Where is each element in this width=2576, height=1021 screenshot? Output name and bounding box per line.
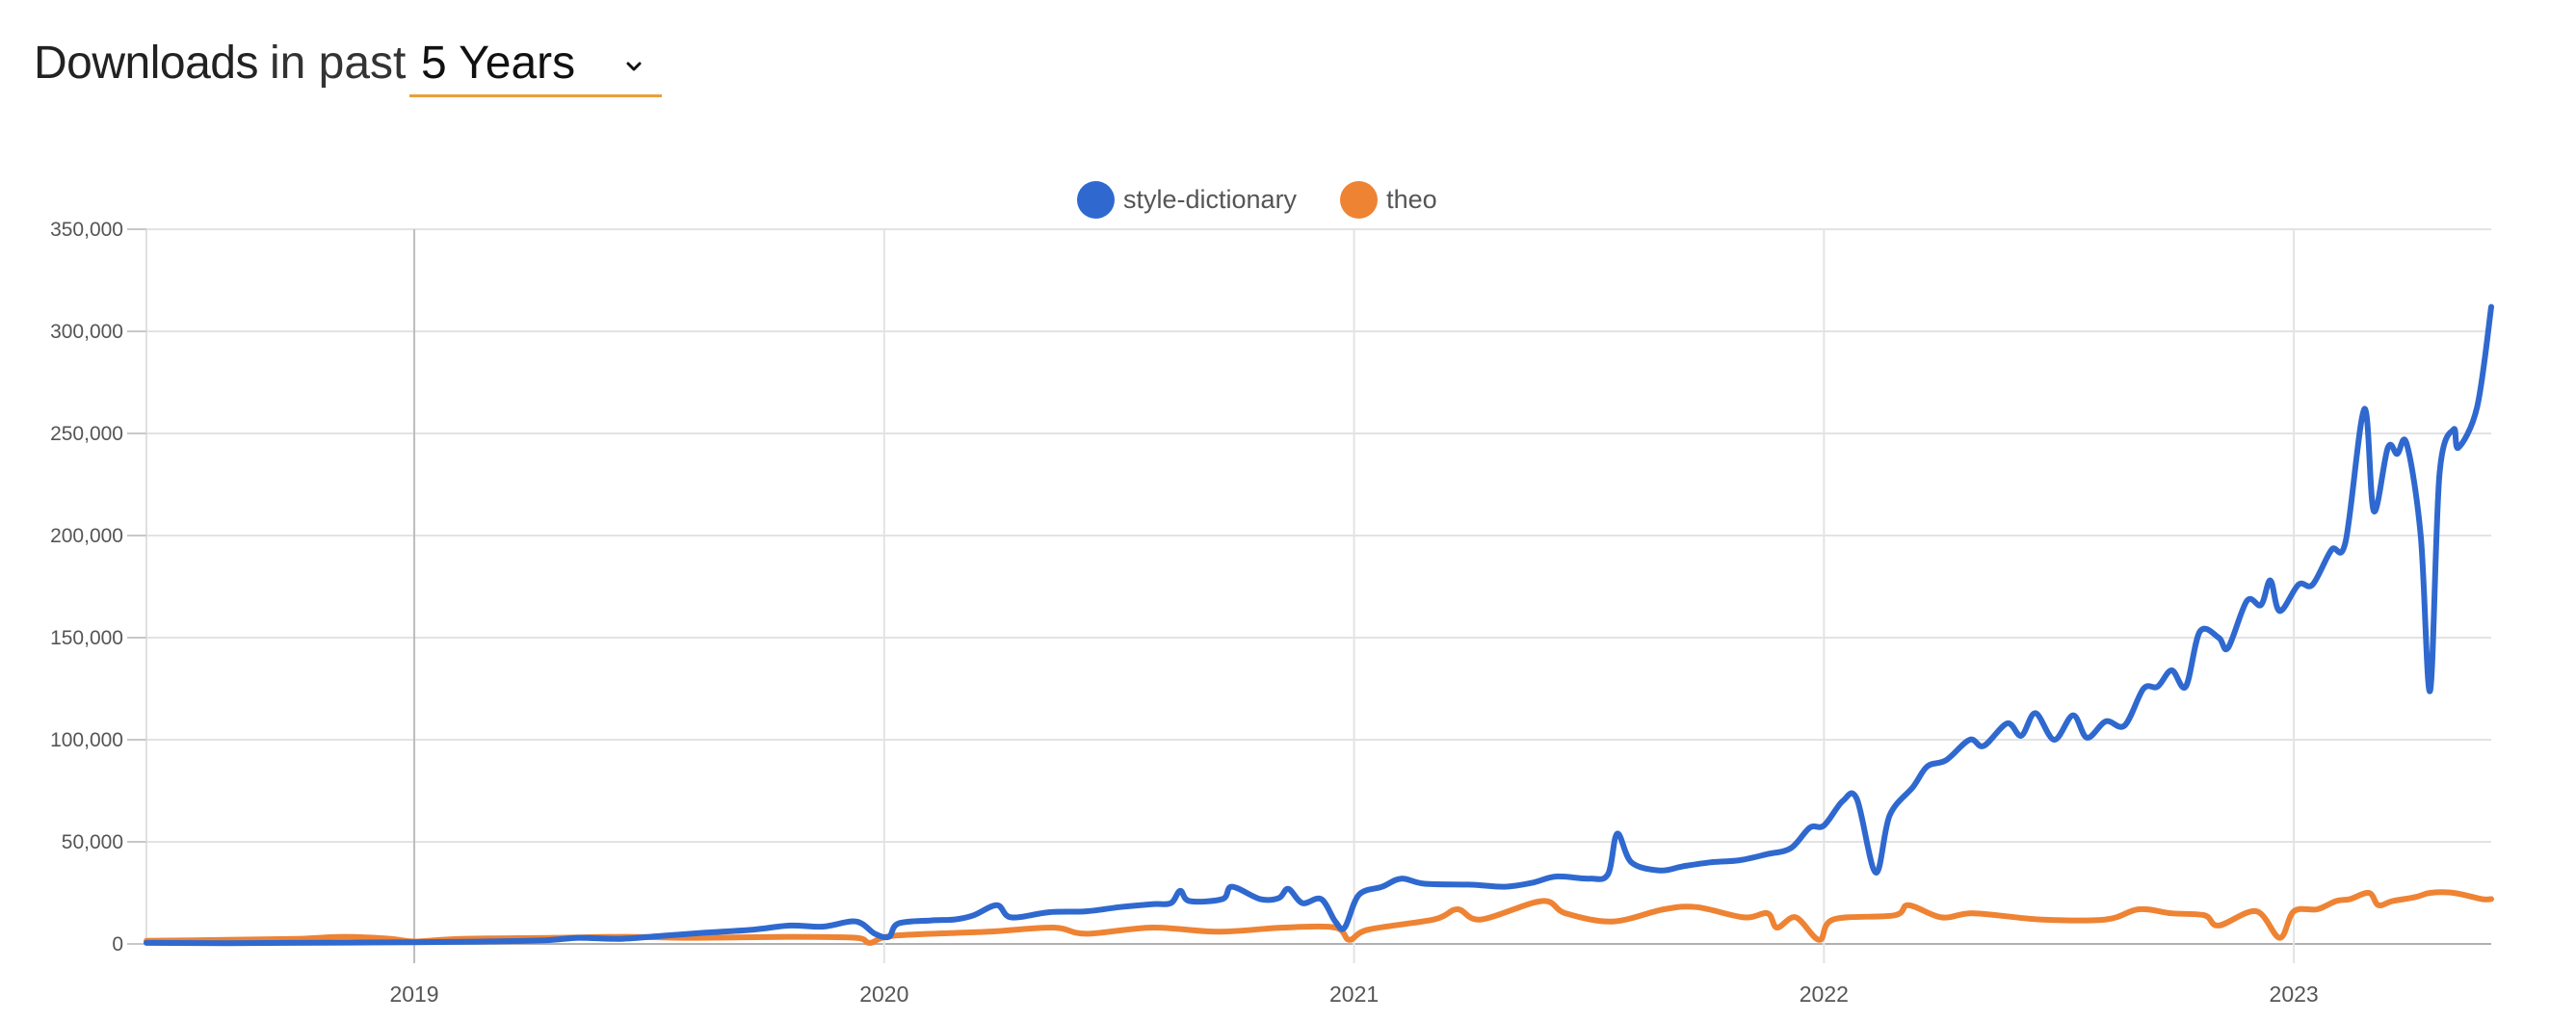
chevron-down-icon — [626, 62, 642, 71]
y-tick-label: 250,000 — [50, 423, 123, 445]
y-tick-label: 300,000 — [50, 321, 123, 343]
period-select-value: 5 Years — [421, 38, 576, 89]
x-tick-label: 2023 — [2270, 982, 2319, 1007]
x-axis: 2019 2020 2021 2022 2023 — [389, 982, 2318, 1007]
chart-legend: style-dictionary theo — [1077, 180, 1481, 219]
legend-label: style-dictionary — [1123, 184, 1298, 214]
y-tick-label: 100,000 — [50, 729, 123, 751]
period-select[interactable]: 5 Years — [409, 27, 662, 97]
y-tick-label: 200,000 — [50, 525, 123, 547]
chart-series — [144, 303, 2494, 947]
legend-dot-icon — [1077, 180, 1115, 219]
y-axis: 0 50,000 100,000 150,000 200,000 250,000 300,0… — [50, 219, 123, 956]
legend-item-theo[interactable]: theo — [1340, 180, 1437, 219]
downloads-header: Downloads in past 5 Years — [34, 27, 662, 104]
title-downloads: Downloads — [34, 38, 258, 89]
x-tick-label: 2022 — [1800, 982, 1849, 1007]
legend-dot-icon — [1340, 180, 1379, 219]
x-tick-label: 2020 — [859, 982, 908, 1007]
y-tick-label: 0 — [112, 933, 123, 956]
y-tick-label: 50,000 — [62, 831, 123, 853]
series-line-style-dictionary[interactable] — [144, 303, 2494, 947]
y-tick-label: 350,000 — [50, 219, 123, 241]
y-tick-label: 150,000 — [50, 627, 123, 649]
x-tick-label: 2019 — [389, 982, 438, 1007]
x-tick-label: 2021 — [1329, 982, 1379, 1007]
series-line-theo[interactable] — [144, 889, 2494, 946]
title-in-past: in past — [269, 38, 407, 89]
legend-label: theo — [1386, 184, 1437, 214]
chart-grid — [127, 228, 2491, 963]
legend-item-style-dictionary[interactable]: style-dictionary — [1077, 180, 1298, 219]
